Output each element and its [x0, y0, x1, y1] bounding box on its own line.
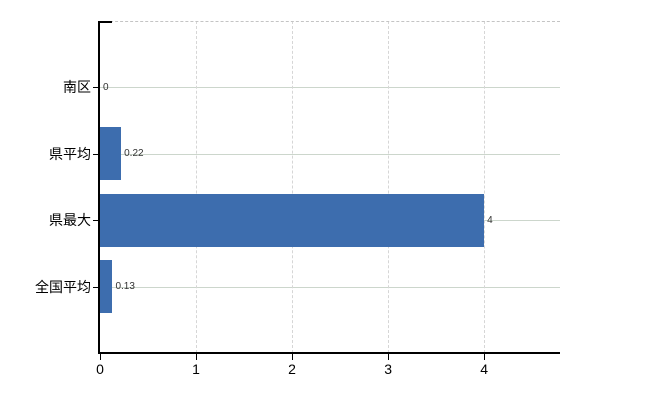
- bar-value-label: 0.22: [124, 148, 144, 159]
- bar: [100, 260, 113, 313]
- bar-row: 0: [100, 61, 560, 114]
- x-axis-tick: [292, 354, 294, 360]
- x-axis-tick-label: 2: [288, 361, 296, 377]
- x-axis-tick: [388, 354, 390, 360]
- y-axis-tick: [93, 220, 100, 221]
- gridline-horizontal: [100, 287, 560, 288]
- y-axis-tick: [93, 154, 100, 155]
- y-axis-top-cap: [98, 21, 112, 23]
- category-label: 県最大: [49, 212, 91, 228]
- y-axis-line: [98, 21, 100, 353]
- x-axis-tick-label: 3: [384, 361, 392, 377]
- gridline-vertical: [388, 21, 390, 353]
- bar-row: 0.13: [100, 260, 560, 313]
- x-axis-line: [98, 352, 560, 354]
- gridline-vertical: [292, 21, 294, 353]
- category-label: 南区: [63, 79, 91, 95]
- x-axis-tick-label: 0: [96, 361, 104, 377]
- x-axis-tick: [484, 354, 486, 360]
- bar: [100, 127, 122, 180]
- category-label: 全国平均: [35, 279, 91, 295]
- bar: [100, 194, 485, 247]
- gridline-vertical: [196, 21, 198, 353]
- bar-value-label: 0: [103, 82, 109, 93]
- bar-value-label: 4: [487, 215, 493, 226]
- category-label: 県平均: [49, 146, 91, 162]
- gridline-horizontal: [100, 87, 560, 88]
- x-axis-tick-label: 4: [480, 361, 489, 377]
- gridline-vertical: [484, 21, 486, 353]
- bar-row: 0.22: [100, 127, 560, 180]
- bar-row: 4: [100, 194, 560, 247]
- plot-top-border: [100, 21, 560, 22]
- y-axis-tick: [93, 87, 100, 88]
- bar-value-label: 0.13: [115, 281, 135, 292]
- y-axis-tick: [93, 287, 100, 288]
- x-axis-tick-label: 1: [192, 361, 200, 377]
- x-axis-tick: [100, 354, 101, 360]
- gridline-horizontal: [100, 154, 560, 155]
- x-axis-tick: [196, 354, 198, 360]
